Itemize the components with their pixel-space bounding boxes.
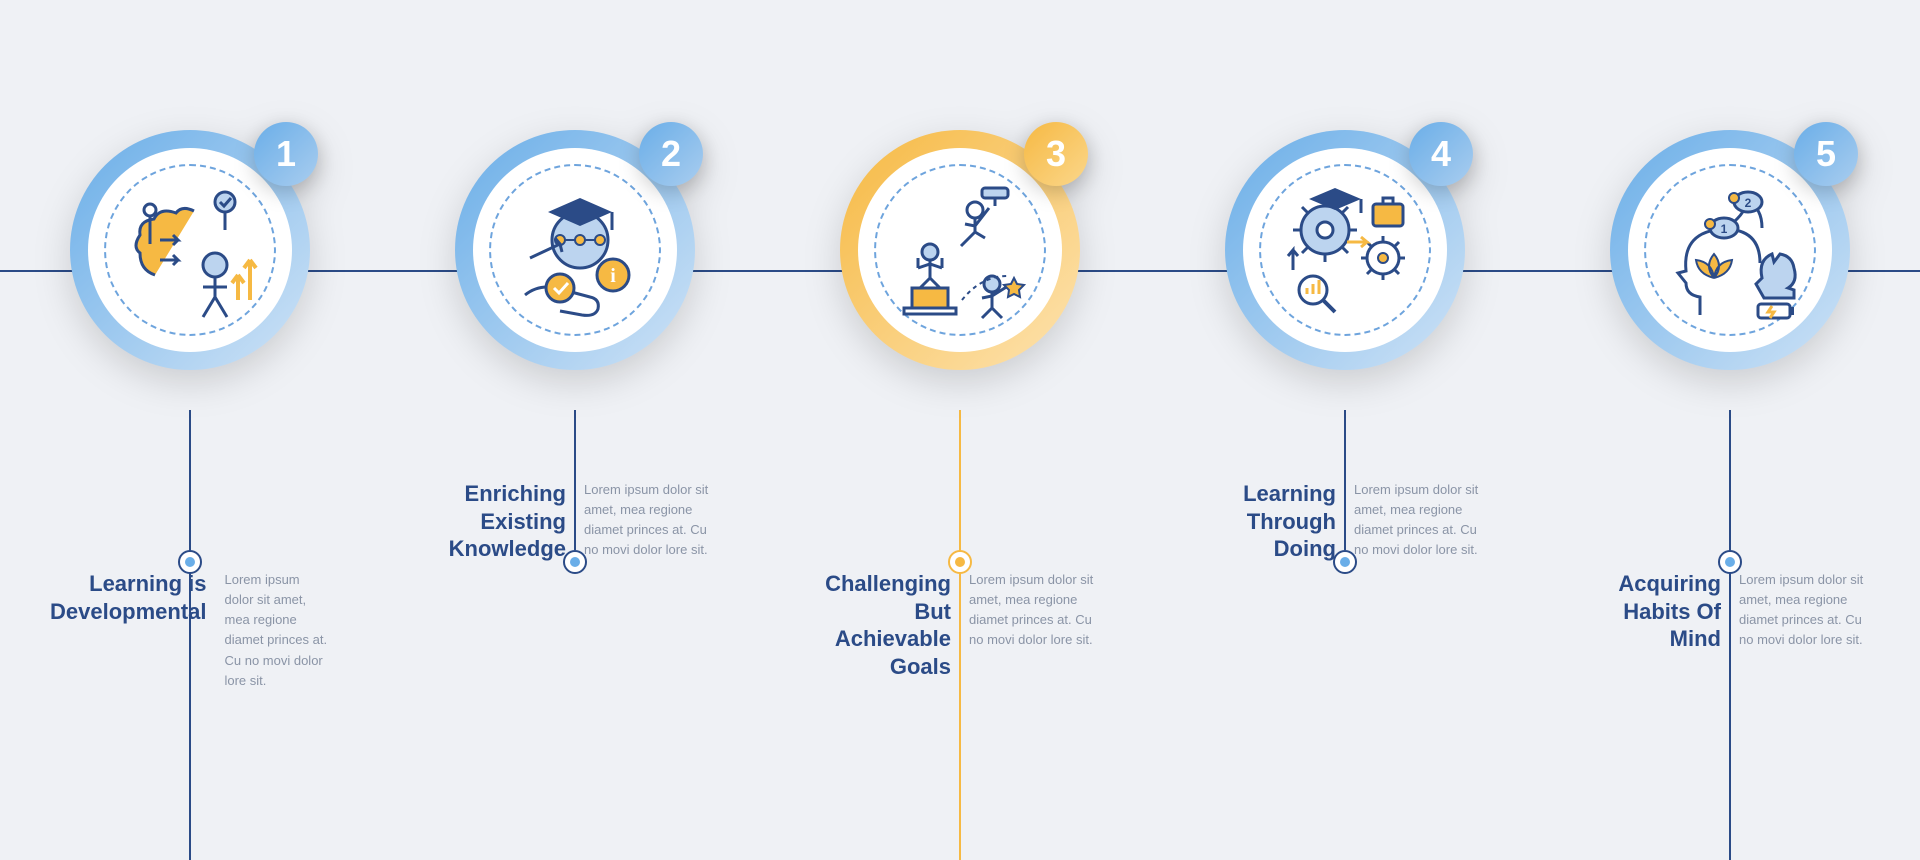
step-number-badge: 1 xyxy=(254,122,318,186)
step-body: Lorem ipsum dolor sit amet, mea regione … xyxy=(969,570,1100,651)
step-title: Challenging But Achievable Goals xyxy=(820,570,951,680)
step-title: Enriching Existing Knowledge xyxy=(435,480,566,563)
brain-growth-icon xyxy=(120,180,260,320)
step-text: Acquiring Habits Of MindLorem ipsum dolo… xyxy=(1590,570,1870,653)
connector-dot xyxy=(1718,550,1742,574)
step-circle: 1 xyxy=(70,130,310,370)
infographic-step-3: 3 Challenging But Achievable GoalsLorem i… xyxy=(820,130,1100,691)
step-body: Lorem ipsum dolor sit amet, mea regione … xyxy=(1739,570,1870,651)
step-circle: 5 xyxy=(1610,130,1850,370)
achievement-icon xyxy=(890,180,1030,320)
step-body: Lorem ipsum dolor sit amet, mea regione … xyxy=(1354,480,1485,561)
gears-action-icon xyxy=(1275,180,1415,320)
step-text: Learning is Developmental Lorem ipsum dol… xyxy=(50,570,330,691)
mind-habits-icon xyxy=(1660,180,1800,320)
infographic-step-1: 1 Learning is Developmental Lorem ipsum do… xyxy=(50,130,330,691)
step-number-badge: 4 xyxy=(1409,122,1473,186)
step-circle: 4 xyxy=(1225,130,1465,370)
step-number-badge: 5 xyxy=(1794,122,1858,186)
step-body: Lorem ipsum dolor sit amet, mea regione … xyxy=(584,480,715,561)
step-title: Learning is Developmental xyxy=(50,570,206,625)
step-body: Lorem ipsum dolor sit amet, mea regione … xyxy=(224,570,330,691)
connector-dot xyxy=(1333,550,1357,574)
infographic-step-2: 2 Enriching Existing KnowledgeLorem ipsum… xyxy=(435,130,715,691)
step-title: Acquiring Habits Of Mind xyxy=(1590,570,1721,653)
hand-education-icon xyxy=(505,180,645,320)
infographic-row: 1 Learning is Developmental Lorem ipsum do… xyxy=(0,130,1920,691)
step-number-badge: 2 xyxy=(639,122,703,186)
step-title: Learning Through Doing xyxy=(1205,480,1336,563)
connector-dot xyxy=(563,550,587,574)
infographic-step-5: 5 Acquiring Habits Of MindLorem ipsum dol… xyxy=(1590,130,1870,691)
connector-dot xyxy=(178,550,202,574)
step-circle: 2 xyxy=(455,130,695,370)
connector-dot xyxy=(948,550,972,574)
step-text: Challenging But Achievable GoalsLorem ip… xyxy=(820,570,1100,680)
step-number-badge: 3 xyxy=(1024,122,1088,186)
infographic-step-4: 4 Learning Through DoingLorem ipsum dolor… xyxy=(1205,130,1485,691)
step-circle: 3 xyxy=(840,130,1080,370)
